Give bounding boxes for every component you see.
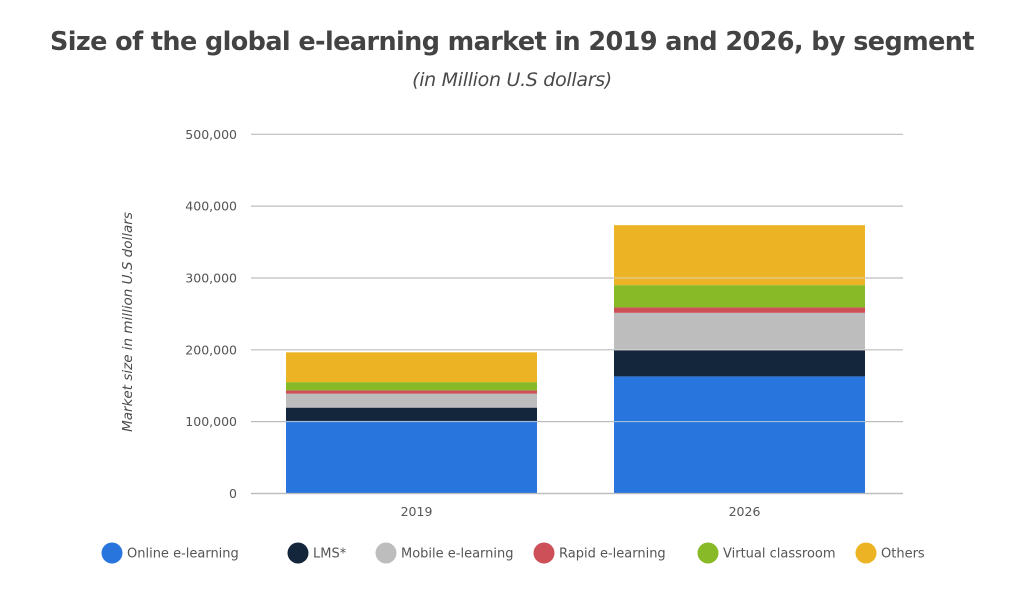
bar-segment-rapid-e-learning <box>614 307 865 313</box>
x-tick-label: 2026 <box>729 504 761 519</box>
bar-stack-2026 <box>614 225 865 494</box>
legend-item: Online e-learning <box>101 542 239 564</box>
legend-label: Rapid e-learning <box>559 547 666 562</box>
legend: Online e-learning LMS* Mobile e-learning Ra… <box>101 542 925 564</box>
legend-label: Virtual classroom <box>723 547 836 562</box>
legend-item: Rapid e-learning <box>533 542 666 564</box>
legend-item: Virtual classroom <box>697 542 836 564</box>
chart-subtitle: (in Million U.S dollars) <box>412 69 612 91</box>
legend-label: LMS* <box>313 547 347 562</box>
legend-swatch-icon <box>855 542 877 564</box>
bar-segment-virtual-classroom <box>614 285 865 308</box>
y-tick-label: 300,000 <box>185 270 237 285</box>
legend-label: Mobile e-learning <box>401 547 514 562</box>
bar-stack-2019 <box>286 352 537 494</box>
x-axis-tick-labels: 2019 2026 <box>401 504 761 519</box>
bar-segment-lms <box>614 350 865 377</box>
bar-segment-virtual-classroom <box>286 382 537 391</box>
legend-item: Mobile e-learning <box>375 542 514 564</box>
y-axis-tick-labels: 0 100,000 200,000 300,000 400,000 500,000 <box>185 127 237 501</box>
legend-item: LMS* <box>287 542 347 564</box>
chart-title: Size of the global e-learning market in … <box>50 27 975 57</box>
legend-label: Online e-learning <box>127 547 239 562</box>
x-tick-label: 2019 <box>401 504 433 519</box>
bar-segment-rapid-e-learning <box>286 390 537 394</box>
legend-label: Others <box>881 547 925 562</box>
legend-swatch-icon <box>101 542 123 564</box>
legend-swatch-icon <box>287 542 309 564</box>
bar-segment-online-e-learning <box>286 420 537 494</box>
bar-segment-mobile-e-learning <box>286 393 537 408</box>
legend-swatch-icon <box>697 542 719 564</box>
y-tick-label: 500,000 <box>185 127 237 142</box>
bar-segment-lms <box>286 407 537 421</box>
bar-segment-others <box>614 225 865 286</box>
y-tick-label: 200,000 <box>185 342 237 357</box>
bars <box>251 225 903 495</box>
legend-swatch-icon <box>533 542 555 564</box>
bar-segment-mobile-e-learning <box>614 312 865 351</box>
y-tick-label: 100,000 <box>185 414 237 429</box>
legend-item: Others <box>855 542 925 564</box>
bar-segment-others <box>286 352 537 383</box>
legend-swatch-icon <box>375 542 397 564</box>
y-tick-label: 0 <box>229 486 237 501</box>
y-tick-label: 400,000 <box>185 199 237 214</box>
bar-segment-online-e-learning <box>614 376 865 494</box>
y-axis-label: Market size in million U.S dollars <box>120 212 136 432</box>
